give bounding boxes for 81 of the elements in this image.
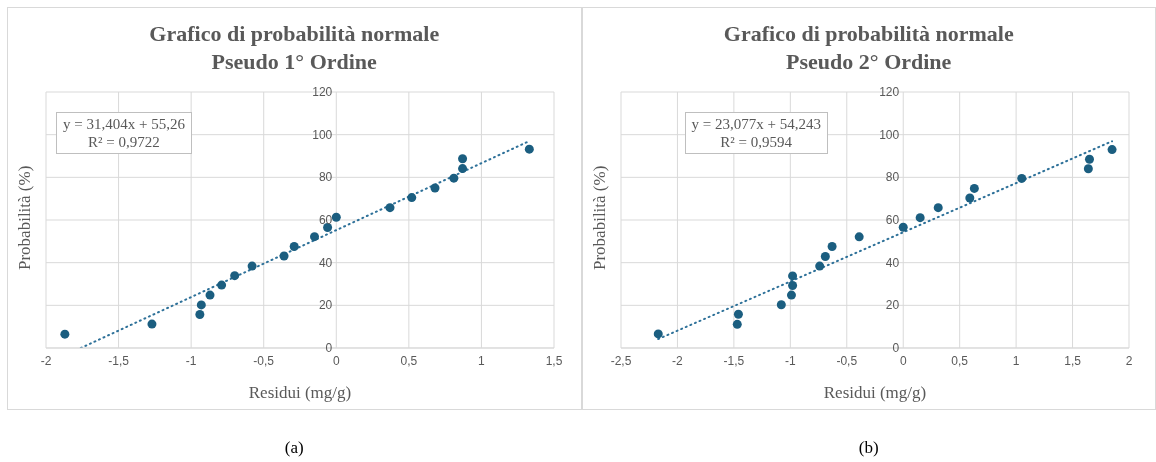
x-tick-label: 1,5	[545, 353, 563, 368]
point	[217, 280, 227, 290]
point	[195, 310, 205, 320]
y-axis-title: Probabilità (%)	[589, 165, 609, 270]
x-tick-label: 1,5	[1063, 353, 1081, 368]
y-tick-label: 80	[885, 170, 900, 185]
point	[331, 212, 341, 222]
point	[964, 193, 974, 203]
y-tick-label: 0	[325, 341, 333, 355]
point	[969, 183, 979, 193]
point	[430, 183, 440, 193]
x-tick-label: -1	[784, 353, 796, 368]
point	[933, 203, 943, 213]
x-tick-label: 1	[1012, 353, 1020, 368]
point	[787, 271, 797, 281]
y-tick-label: 80	[318, 170, 333, 185]
annotation: y = 23,077x + 54,243 R² = 0,9594	[691, 115, 821, 151]
equation-box: y = 31,404x + 55,26 R² = 0,9722	[56, 112, 192, 154]
x-tick-label: -2,5	[610, 353, 632, 368]
point	[814, 261, 824, 271]
point	[1084, 154, 1094, 164]
x-tick-label: -2	[671, 353, 683, 368]
y-tick-label: 120	[312, 85, 333, 99]
point	[247, 261, 257, 271]
point	[1016, 173, 1026, 183]
point	[458, 164, 468, 174]
point	[898, 222, 908, 232]
x-axis-title: Residui (mg/g)	[248, 383, 352, 402]
x-tick-label: -0,5	[835, 353, 857, 368]
y-tick-label: 60	[318, 213, 333, 227]
y-axis-title: Probabilità (%)	[15, 165, 35, 270]
point	[407, 193, 417, 203]
point	[787, 280, 797, 290]
point	[310, 232, 320, 242]
x-tick-label: -0,5	[253, 353, 275, 368]
text: (b)	[857, 438, 880, 458]
y-tick-label: 120	[878, 85, 900, 99]
x-tick-label: -2	[40, 353, 52, 368]
point	[732, 319, 742, 329]
point	[524, 144, 534, 154]
text: (a)	[283, 438, 305, 458]
point	[196, 300, 206, 310]
point	[289, 241, 299, 251]
x-tick-label: 2	[1125, 353, 1133, 368]
point	[385, 203, 395, 213]
y-tick-label: 20	[885, 298, 900, 313]
point	[786, 290, 796, 300]
x-tick-label: 0,5	[400, 353, 418, 368]
y-tick-label: 0	[892, 341, 900, 355]
point	[147, 319, 157, 329]
point	[449, 173, 459, 183]
point	[915, 213, 925, 223]
point	[458, 154, 468, 164]
point	[776, 300, 786, 310]
x-tick-label: 0,5	[950, 353, 968, 368]
chart-title: Grafico di probabilità normale Pseudo 1° Ordine	[148, 20, 441, 76]
y-tick-label: 40	[318, 255, 333, 270]
x-tick-label: -1,5	[723, 353, 745, 368]
x-tick-label: -1	[185, 353, 197, 368]
point	[1107, 145, 1117, 155]
x-tick-label: -1,5	[108, 353, 130, 368]
annotation: y = 31,404x + 55,26 R² = 0,9722	[63, 115, 185, 151]
point	[653, 329, 663, 339]
point	[854, 232, 864, 242]
point	[205, 290, 215, 300]
point	[279, 251, 289, 261]
point	[230, 271, 240, 281]
y-tick-label: 100	[312, 127, 333, 142]
x-axis-title: Residui (mg/g)	[823, 383, 926, 402]
point	[60, 329, 70, 339]
chart-title: Grafico di probabilità normale Pseudo 2° Ordine	[722, 20, 1015, 76]
point	[820, 251, 830, 261]
y-tick-label: 40	[885, 255, 900, 270]
y-tick-label: 60	[885, 213, 900, 227]
y-tick-label: 20	[318, 298, 333, 313]
point	[1083, 164, 1093, 174]
y-tick-label: 100	[878, 127, 900, 142]
point	[733, 309, 743, 319]
point	[827, 241, 837, 251]
equation-box: y = 23,077x + 54,243 R² = 0,9594	[684, 112, 828, 154]
x-tick-label: 1	[478, 353, 486, 368]
